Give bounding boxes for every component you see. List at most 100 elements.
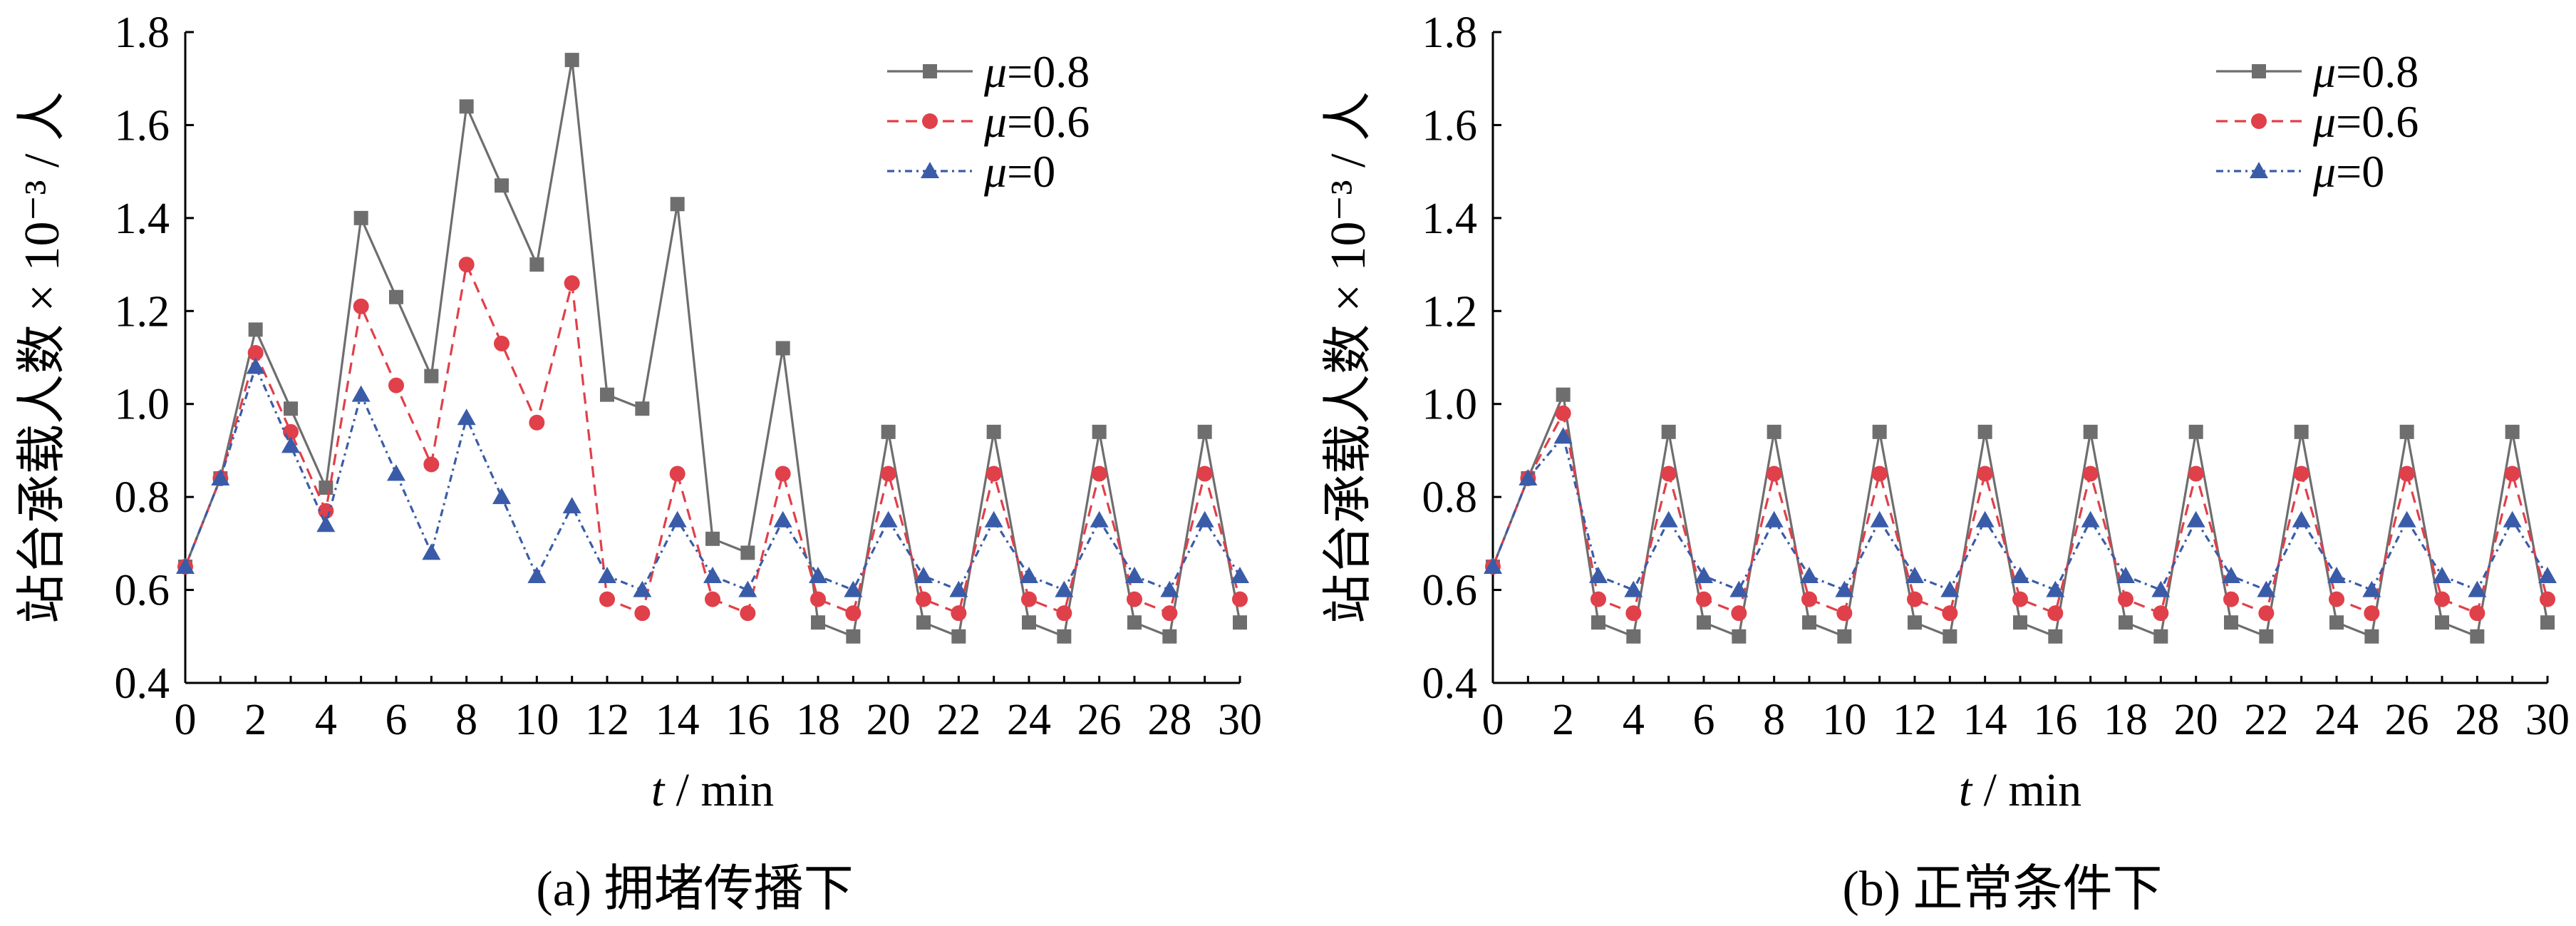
data-point [2188,465,2204,482]
data-point [1125,567,1144,584]
x-tick-label: 8 [1763,696,1785,744]
data-point [529,257,544,272]
y-tick-label: 0.6 [115,567,170,615]
data-point [1590,591,1606,607]
data-point [2505,424,2520,439]
legend-marker [2251,113,2267,129]
data-point [2081,510,2100,528]
y-tick-label: 0.8 [115,473,170,522]
data-point [598,567,616,584]
data-point [1732,629,1747,644]
data-point [738,580,757,597]
x-tick-label: 8 [455,696,477,744]
y-tick-label: 1.2 [1422,287,1478,336]
data-point [1696,591,1712,607]
data-point [2186,510,2205,528]
data-point [1127,591,1142,607]
data-point [353,298,369,314]
x-axis-label: t / min [1959,764,2081,816]
data-point [2118,591,2133,607]
data-point [845,605,862,622]
y-axis-label: 站台承载人数 × 10⁻³ / 人 [15,91,70,624]
data-point [2469,605,2486,622]
data-point [1127,615,1142,630]
data-point [1871,465,1888,482]
data-point [914,567,933,584]
x-tick-label: 24 [2314,696,2359,744]
legend-label: μ=0 [2312,146,2384,197]
y-tick-label: 1.6 [115,101,170,150]
data-point [2364,629,2379,644]
data-point [424,369,439,384]
data-point [211,469,230,486]
x-tick-label: 12 [1893,696,1937,744]
data-point [1231,567,1249,584]
data-point [529,414,545,431]
data-point [2399,424,2414,439]
data-point [600,387,614,402]
data-point [423,456,440,473]
data-point [2329,615,2344,630]
data-point [599,591,615,607]
data-point [2397,510,2416,528]
x-tick-label: 26 [2385,696,2429,744]
data-point [2258,605,2275,622]
data-point [1160,580,1179,597]
legend-label: μ=0 [983,146,1055,197]
data-point [2151,580,2171,597]
legend-label: μ=0.8 [983,46,1090,97]
data-point [773,510,792,528]
data-point [2329,591,2344,607]
x-tick-label: 10 [1822,696,1866,744]
data-point [1837,629,1852,644]
data-point [1195,510,1214,528]
legend: μ=0.8μ=0.6μ=0 [887,46,1090,197]
data-point [1519,469,1538,486]
data-point [2503,510,2522,528]
data-point [1940,580,1960,597]
data-point [1056,605,1072,622]
data-point [1977,465,1993,482]
data-point [2011,567,2029,584]
data-point [775,465,791,482]
data-point [916,591,931,607]
data-point [634,605,651,622]
data-point [2292,510,2311,528]
data-point [1943,629,1957,644]
data-point [2048,629,2063,644]
data-point [284,401,298,416]
x-tick-label: 12 [585,696,629,744]
x-tick-label: 30 [1218,696,1262,744]
data-point [881,424,896,439]
data-point [2012,591,2028,607]
data-point [388,377,404,393]
x-tick-label: 4 [1623,696,1645,744]
data-point [1659,510,1678,528]
data-point [458,257,475,273]
x-tick-label: 14 [656,696,700,744]
data-point [986,465,1002,482]
data-point [1624,580,1643,597]
x-tick-label: 28 [1147,696,1191,744]
data-point [1907,591,1923,607]
legend-label: μ=0.6 [2312,96,2419,147]
data-point [422,543,441,560]
x-tick-label: 0 [175,696,197,744]
data-point [564,53,579,68]
x-tick-label: 10 [514,696,559,744]
data-point [1870,510,1889,528]
data-point [669,465,686,482]
data-point [1731,605,1747,622]
data-point [494,335,509,351]
data-point [351,385,371,402]
y-tick-label: 1.0 [115,381,170,429]
data-point [1022,615,1036,630]
x-tick-label: 28 [2455,696,2499,744]
figure-caption: (b) 正常条件下 [1842,862,2162,917]
data-point [316,515,336,533]
data-point [2188,424,2203,439]
data-point [1835,580,1854,597]
data-point [2327,567,2346,584]
data-point [248,322,263,337]
